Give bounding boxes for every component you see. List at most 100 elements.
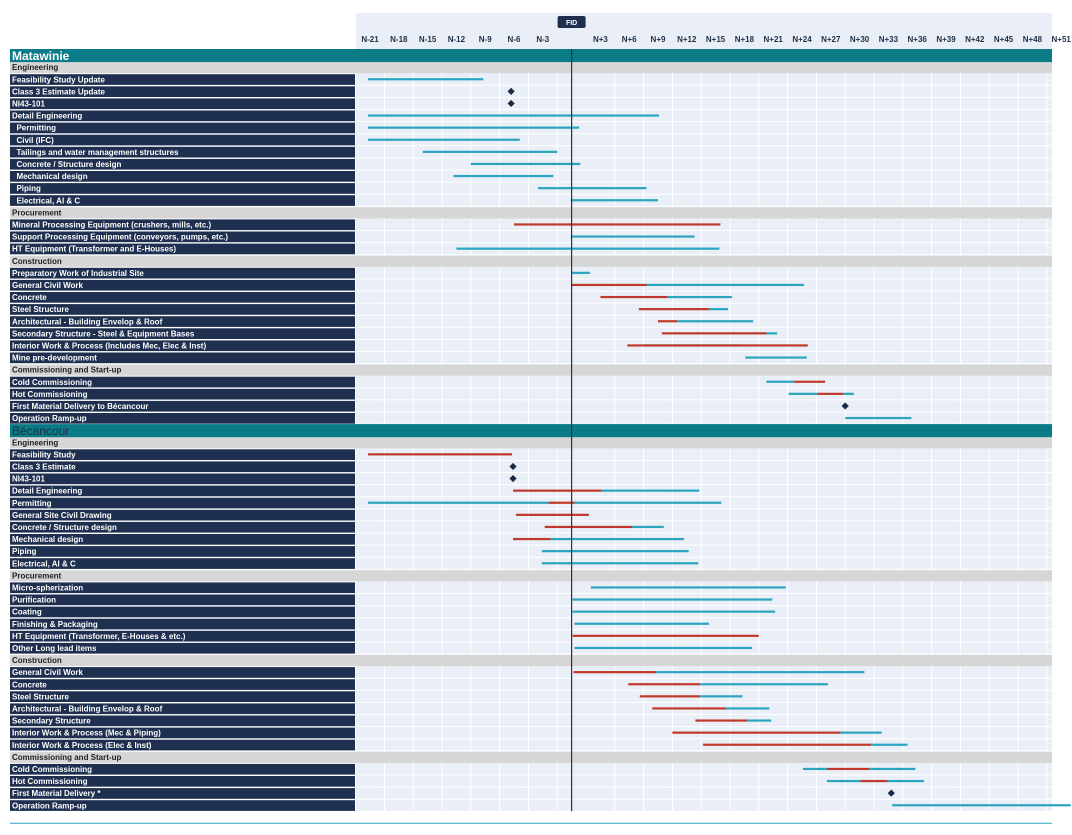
task-label: Concrete [12,293,47,302]
task-label: General Site Civil Drawing [12,511,112,520]
x-tick-label: N+48 [1023,35,1043,44]
x-tick-label: N+36 [908,35,928,44]
task-label-bg [10,243,355,255]
gantt-bar-blue [368,78,484,81]
bars-layer [368,78,1071,807]
gantt-bar-red [672,731,841,734]
category-band [10,655,1052,667]
x-tick-label: N+18 [735,35,755,44]
task-label: Operation Ramp-up [12,801,87,810]
task-label-bg [10,534,355,545]
task-label-bg [10,195,355,206]
task-label: Cold Commissioning [12,765,92,774]
gantt-bar-red [639,695,701,698]
category-band [10,207,1052,219]
gantt-bar-blue [601,489,700,492]
gantt-bar-red [514,223,721,226]
task-label: Mine pre-development [12,354,97,363]
task-label-bg [10,739,355,751]
task-label-bg [10,328,355,339]
task-label-bg [10,86,355,97]
task-label-bg [10,763,355,775]
milestone-diamond [507,99,515,108]
task-label: Cold Commissioning [12,378,92,387]
x-tick-label: N+15 [706,35,726,44]
fid-marker: FID [557,16,586,812]
category-label: Engineering [12,438,58,447]
x-tick-label: N+33 [879,35,899,44]
task-label-bg [10,473,355,485]
task-label-bg [10,667,355,678]
gantt-bar-red [548,501,575,504]
task-label: Feasibility Study [12,450,76,459]
gantt-bar-blue [574,646,753,650]
section-label: Matawinie [12,49,70,63]
task-label-bg [10,582,355,594]
gantt-bar-blue [572,598,773,601]
x-tick-label: N+21 [764,35,784,44]
task-label: Architectural - Building Envelop & Roof [12,704,163,713]
gantt-bar-blue [571,271,590,274]
task-label: Mechanical design [12,172,88,181]
task-label-bg [10,449,355,460]
task-label: Permitting [12,499,52,508]
x-tick-label: N-9 [479,35,492,44]
gantt-bar-red [658,320,678,323]
category-label: Construction [12,656,62,665]
task-label: Purification [12,596,56,605]
gantt-bar-blue [538,187,647,190]
x-tick-label: N+51 [1052,35,1072,44]
task-label-bg [10,388,355,400]
gantt-bar-blue [632,525,664,529]
task-label: Secondary Structure - Steel & Equipment … [12,329,195,338]
gantt-bar-red [826,767,870,771]
task-label: Electrical, AI & C [12,559,76,568]
task-label: Civil (IFC) [12,136,54,145]
gantt-bar-blue [745,356,807,359]
task-label: Tailings and water management structures [12,148,179,157]
task-label: Permitting [12,124,56,133]
gantt-bar-blue [456,247,720,250]
task-label: Interior Work & Process (Mec & Piping) [12,729,161,738]
gantt-bar-red [627,344,808,347]
gantt-bar-blue [667,295,732,299]
fid-label: FID [566,20,577,27]
gantt-bar-blue [766,332,778,335]
gantt-bar-blue [572,610,776,613]
gantt-bar-blue [845,416,912,420]
task-label-bg [10,558,355,569]
category-label: Commissioning and Start-up [12,753,121,762]
task-label: Concrete / Structure design [12,160,121,169]
task-label: Detail Engineering [12,112,82,121]
task-label: Operation Ramp-up [12,414,87,423]
task-label-bg [10,304,355,315]
milestone-diamond [841,402,849,410]
task-label-bg [10,74,355,85]
gantt-bar-blue [422,150,558,153]
category-band [10,62,1052,74]
gantt-bar-blue [656,671,865,674]
task-label: First Material Delivery to Bécancour [12,402,149,411]
category-label: Procurement [12,208,62,217]
task-label: Piping [12,547,37,556]
gantt-bar-blue [826,779,861,783]
gantt-bar-red [638,308,709,311]
gantt-bar-blue [368,138,520,141]
task-label-bg [10,267,355,279]
task-label-bg [10,521,355,533]
task-label-bg [10,171,355,182]
x-tick-label: N+9 [651,35,666,44]
gantt-bar-red [628,683,701,686]
task-label: Class 3 Estimate Update [12,87,105,96]
x-tick-label: N+39 [936,35,956,44]
category-band [10,255,1052,267]
gantt-bar-blue [368,126,580,129]
task-label-bg [10,630,355,642]
task-label-bg [10,788,355,799]
x-tick-label: N-15 [419,35,437,44]
gantt-bar-blue [453,174,554,178]
gantt-bar-blue [887,779,924,783]
gantt-bar-blue [700,695,743,698]
gantt-bar-blue [726,707,770,710]
